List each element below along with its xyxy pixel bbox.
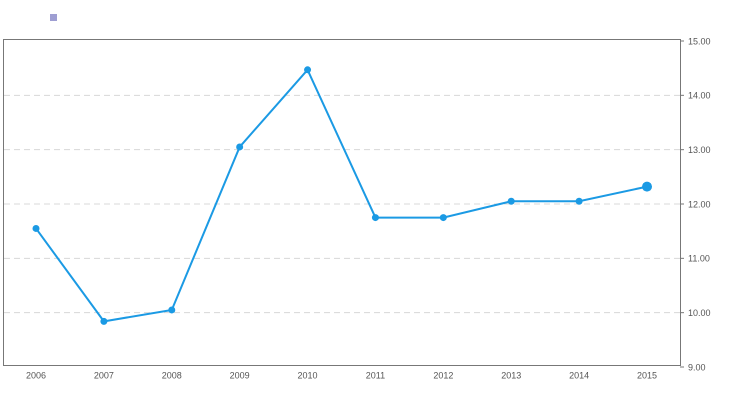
point: [371, 214, 379, 222]
point: [236, 143, 244, 151]
point: [168, 306, 176, 314]
x-tick-label: 2014: [569, 370, 589, 380]
point: [32, 224, 40, 232]
x-tick-label: 2012: [433, 370, 453, 380]
x-tick-label: 2007: [94, 370, 114, 380]
point: [100, 317, 108, 325]
x-tick-label: 2015: [637, 370, 657, 380]
point: [642, 181, 652, 192]
y-tick-label: 10.00: [688, 308, 711, 318]
x-tick-label: 2008: [162, 370, 182, 380]
y-tick-label: 15.00: [688, 36, 711, 46]
y-tick-label: 12.00: [688, 199, 711, 209]
x-tick-label: 2010: [298, 370, 318, 380]
x-tick-label: 2009: [230, 370, 250, 380]
x-tick-label: 2013: [501, 370, 521, 380]
point: [507, 197, 515, 205]
line: [35, 67, 648, 323]
point: [304, 66, 312, 74]
y-tick-label: 13.00: [688, 145, 711, 155]
y-tick-label: 11.00: [688, 254, 710, 264]
y-tick-label: 14.00: [688, 91, 711, 101]
point: [439, 214, 447, 222]
x-tick-label: 2011: [366, 370, 385, 380]
point: [575, 197, 583, 205]
x-tick-label: 2006: [26, 370, 46, 380]
y-tick-label: 9.00: [688, 362, 706, 372]
legend-marker: [50, 14, 57, 21]
plot-frame: [3, 39, 681, 366]
